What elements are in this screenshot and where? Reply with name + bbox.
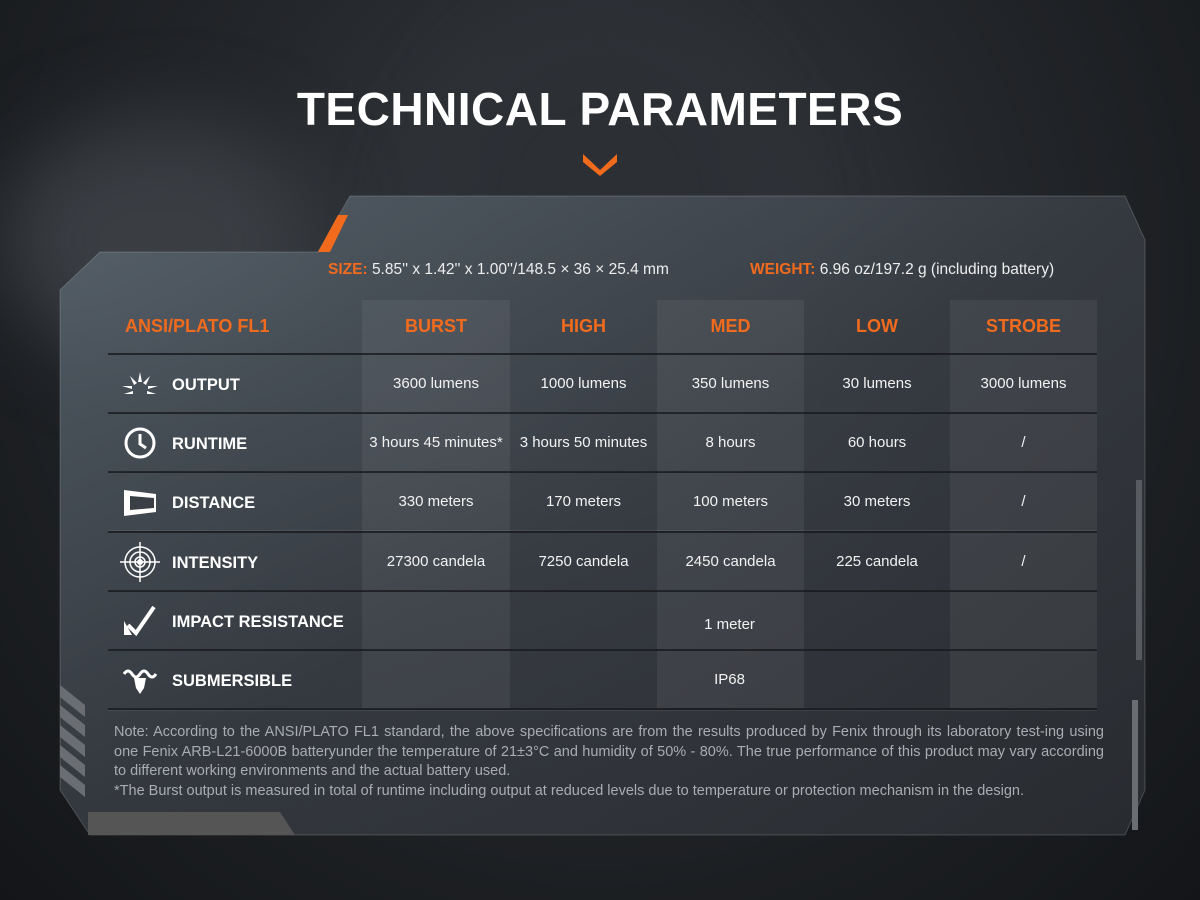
column-shade bbox=[950, 300, 1097, 708]
table-cell: 225 candela bbox=[836, 552, 918, 570]
header-strobe: STROBE bbox=[985, 315, 1061, 336]
table-row: OUTPUT bbox=[108, 353, 1097, 412]
table-cell: 3 hours 50 minutes bbox=[519, 434, 648, 452]
table-cell: 3 hours 45 minutes* bbox=[369, 434, 503, 452]
header-high: HIGH bbox=[561, 315, 606, 336]
row-label: DISTANCE bbox=[172, 494, 256, 513]
column-shade bbox=[657, 300, 804, 708]
header-low: LOW bbox=[856, 315, 898, 336]
weight-label: WEIGHT: bbox=[750, 261, 816, 278]
burst-light-icon bbox=[122, 372, 158, 394]
table-row: SUBMERSIBLE bbox=[108, 649, 1097, 708]
table-row: DISTANCE bbox=[108, 471, 1097, 530]
table-cell-span: IP68 bbox=[714, 671, 745, 688]
table-row: IMPACT RESISTANCE bbox=[108, 589, 1097, 649]
header-burst: BURST bbox=[405, 315, 467, 336]
beam-distance-icon bbox=[124, 490, 156, 517]
impact-check-icon bbox=[124, 605, 156, 636]
row-label: SUBMERSIBLE bbox=[172, 672, 293, 690]
table-cell: 330 meters bbox=[398, 493, 474, 511]
note-text: Note: According to the ANSI/PLATO FL1 st… bbox=[114, 724, 1104, 779]
table-cell: / bbox=[1021, 434, 1026, 452]
row-label: INTENSITY bbox=[172, 553, 259, 572]
clock-icon bbox=[124, 427, 156, 459]
table-cell: 3600 lumens bbox=[393, 375, 479, 392]
table-cell: / bbox=[1021, 493, 1026, 511]
table-cell: 8 hours bbox=[705, 434, 756, 452]
table-cell: 30 lumens bbox=[842, 375, 912, 392]
size-label: SIZE: bbox=[328, 261, 368, 278]
table-cell-span: 1 meter bbox=[704, 615, 755, 633]
table-cell: 100 meters bbox=[692, 493, 769, 511]
table-cell: 30 meters bbox=[843, 493, 911, 511]
table-cell: 2450 candela bbox=[685, 552, 776, 570]
table-row: RUNTIME bbox=[108, 412, 1097, 471]
table-cell: 60 hours bbox=[847, 434, 907, 452]
page-title: TECHNICAL PARAMETERS bbox=[296, 83, 904, 135]
size-spec: SIZE: 5.85'' x 1.42'' x 1.00''/148.5 × 3… bbox=[328, 261, 669, 279]
table-cell: / bbox=[1021, 552, 1026, 570]
burst-note-text: *The Burst output is measured in total o… bbox=[114, 782, 1024, 799]
table-row: INTENSITY bbox=[108, 530, 1097, 590]
weight-spec: WEIGHT: 6.96 oz/197.2 g (including batte… bbox=[750, 261, 1054, 279]
target-icon bbox=[120, 541, 160, 582]
header-med: MED bbox=[710, 315, 751, 336]
chevron-down-icon bbox=[583, 154, 617, 176]
table-cell: 3000 lumens bbox=[980, 375, 1067, 392]
row-label: RUNTIME bbox=[172, 435, 248, 454]
submersible-icon bbox=[122, 669, 158, 694]
table-cell: 27300 candela bbox=[386, 552, 486, 570]
table-cell: 350 lumens bbox=[691, 375, 770, 392]
row-label: OUTPUT bbox=[172, 376, 240, 394]
table-cell: 170 meters bbox=[545, 493, 622, 511]
table-cell: 7250 candela bbox=[538, 552, 629, 570]
row-label: IMPACT RESISTANCE bbox=[172, 612, 344, 631]
column-shade bbox=[362, 300, 510, 708]
size-value: 5.85'' x 1.42'' x 1.00''/148.5 × 36 × 25… bbox=[371, 261, 669, 278]
header-ansi-plato-fl1: ANSI/PLATO FL1 bbox=[125, 315, 270, 336]
weight-value: 6.96 oz/197.2 g (including battery) bbox=[819, 261, 1055, 278]
footnote: Note: According to the ANSI/PLATO FL1 st… bbox=[114, 723, 1104, 801]
divider bbox=[108, 708, 1097, 710]
table-cell: 1000 lumens bbox=[540, 375, 627, 392]
